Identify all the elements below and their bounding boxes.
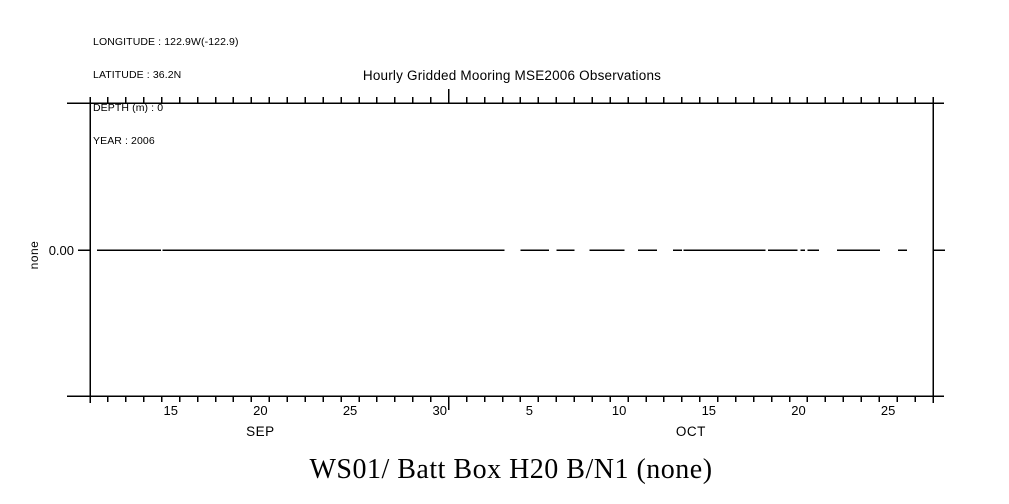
- x-tick-label: 25: [880, 403, 896, 418]
- x-tick-label: 30: [432, 403, 447, 418]
- x-tick-label: 20: [791, 403, 806, 418]
- meta-latitude: LATITUDE : 36.2N: [93, 69, 182, 81]
- x-tick-label: 20: [253, 403, 268, 418]
- x-tick-label: 15: [701, 403, 717, 418]
- month-label: OCT: [675, 424, 706, 439]
- month-label: SEP: [246, 424, 275, 439]
- y-tick-label: 0.00: [48, 243, 74, 258]
- meta-depth: DEPTH (m) : 0: [93, 102, 164, 114]
- meta-year: YEAR : 2006: [93, 135, 155, 147]
- chart-title: Hourly Gridded Mooring MSE2006 Observati…: [362, 68, 662, 83]
- x-tick-label: 10: [611, 403, 627, 418]
- meta-longitude: LONGITUDE : 122.9W(-122.9): [93, 36, 239, 48]
- metadata-block: LONGITUDE : 122.9W(-122.9) LATITUDE : 36…: [93, 15, 239, 169]
- x-tick-label: 25: [342, 403, 358, 418]
- x-tick-label: 15: [163, 403, 178, 418]
- x-tick-label: 5: [525, 403, 534, 418]
- series-title: WS01/ Batt Box H20 B/N1 (none): [309, 454, 713, 485]
